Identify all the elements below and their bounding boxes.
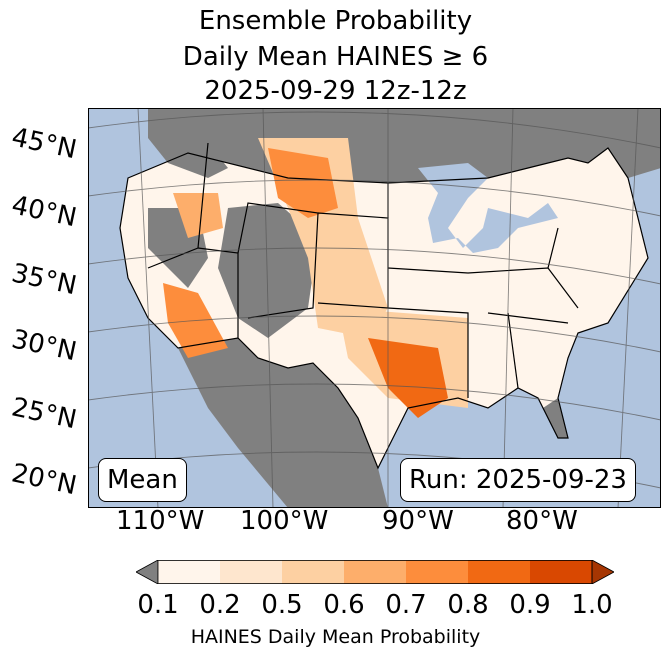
map-svg [88, 108, 661, 508]
colorbar-over-arrow [591, 560, 614, 584]
mexico-land [178, 338, 388, 508]
colorbar-tick-0: 0.1 [137, 590, 179, 620]
state-borders [119, 142, 649, 470]
lat-label-30: 30°N [8, 324, 80, 368]
colorbar-cell-5 [468, 560, 531, 584]
lat-label-45: 45°N [8, 122, 80, 166]
run-label: Run: 2025-09-23 [400, 458, 636, 502]
prob-idaho [173, 193, 223, 238]
title-line-1: Ensemble Probability [198, 6, 473, 36]
lon-label-110: 110°W [116, 506, 205, 536]
missing-southeast [543, 398, 568, 438]
colorbar-label: HAINES Daily Mean Probability [190, 626, 481, 648]
colorbar-cell-0 [158, 560, 221, 584]
colorbar-cell-4 [406, 560, 469, 584]
colorbar-under-arrow [136, 560, 159, 584]
colorbar-cell-3 [344, 560, 407, 584]
colorbar-cell-1 [220, 560, 283, 584]
lat-label-20: 20°N [8, 458, 80, 502]
missing-west-2 [218, 203, 318, 338]
lon-label-90: 90°W [382, 506, 454, 536]
lat-label-40: 40°N [8, 190, 80, 234]
title-line-3: 2025-09-29 12z-12z [204, 76, 467, 106]
colorbar-tick-2: 0.5 [261, 590, 303, 620]
colorbar-tick-1: 0.2 [199, 590, 241, 620]
lat-label-35: 35°N [8, 258, 80, 302]
colorbar-tick-4: 0.7 [385, 590, 427, 620]
colorbar-tick-7: 1.0 [571, 590, 613, 620]
lon-label-80: 80°W [506, 506, 578, 536]
colorbar-cell-6 [530, 560, 593, 584]
lat-label-25: 25°N [8, 392, 80, 436]
prob-montana [268, 148, 338, 218]
colorbar-frame [157, 560, 593, 584]
colorbar-tick-3: 0.6 [323, 590, 365, 620]
title-line-2: Daily Mean HAINES ≥ 6 [182, 42, 489, 72]
colorbar-tick-6: 0.9 [509, 590, 551, 620]
colorbar-tick-5: 0.8 [447, 590, 489, 620]
colorbar [136, 560, 614, 584]
lon-label-100: 100°W [240, 506, 329, 536]
colorbar-cell-2 [282, 560, 345, 584]
map-frame [88, 108, 661, 508]
probability-map [88, 108, 661, 508]
stat-label: Mean [98, 458, 187, 502]
